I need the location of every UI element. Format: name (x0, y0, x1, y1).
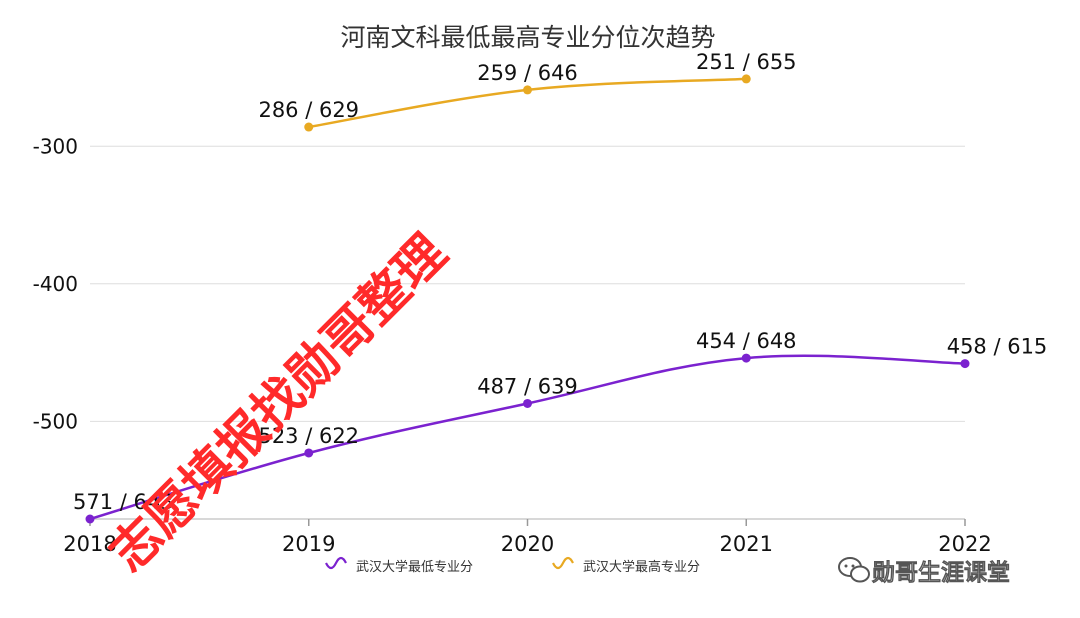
x-tick-label: 2022 (938, 532, 991, 556)
y-tick-label: -500 (33, 409, 78, 433)
y-tick-label: -400 (33, 272, 78, 296)
data-point[interactable] (523, 398, 532, 408)
data-label: 571 / 643 (73, 490, 174, 514)
data-label: 286 / 629 (258, 98, 359, 122)
data-point[interactable] (741, 74, 751, 84)
data-point[interactable] (304, 448, 314, 458)
data-label: 259 / 646 (477, 61, 578, 85)
data-label: 454 / 648 (696, 329, 797, 353)
watermark: 志愿填报找勋哥整理 (98, 223, 457, 582)
y-tick-label: -300 (33, 134, 78, 158)
legend-item[interactable]: 武汉大学最高专业分 (552, 556, 700, 575)
data-label: 458 / 615 (947, 335, 1048, 359)
legend-label: 武汉大学最低专业分 (356, 559, 473, 575)
x-tick-label: 2021 (720, 532, 773, 556)
x-tick-label: 2018 (63, 532, 116, 556)
wechat-icon (838, 557, 870, 583)
grid (90, 145, 965, 422)
data-point[interactable] (85, 514, 95, 524)
legend-swatch (325, 556, 347, 570)
data-point[interactable] (741, 353, 751, 363)
chart-title: 河南文科最低最高专业分位次趋势 (340, 23, 715, 52)
legend[interactable]: 武汉大学最低专业分 武汉大学最高专业分 (325, 556, 700, 575)
data-labels: 571 / 643 523 / 622 487 / 639 454 / 648 458 … (73, 50, 1047, 514)
data-point[interactable] (523, 85, 532, 95)
y-axis-ticks: -300 -400 -500 (33, 134, 78, 433)
x-tick-label: 2019 (282, 532, 335, 556)
legend-label: 武汉大学最高专业分 (583, 559, 700, 575)
x-tick-label: 2020 (501, 532, 554, 556)
brand-text: 勋哥生涯课堂 (871, 560, 1010, 586)
x-axis: 2018 2019 2020 2021 2022 (63, 518, 992, 556)
brand: 勋哥生涯课堂 (838, 557, 1010, 586)
data-point[interactable] (960, 359, 970, 369)
series-layer (85, 74, 970, 524)
legend-item[interactable]: 武汉大学最低专业分 (325, 556, 473, 575)
data-label: 251 / 655 (696, 50, 797, 74)
legend-swatch (552, 556, 574, 570)
data-point[interactable] (304, 122, 314, 132)
data-label: 523 / 622 (258, 424, 359, 448)
data-label: 487 / 639 (477, 374, 578, 398)
